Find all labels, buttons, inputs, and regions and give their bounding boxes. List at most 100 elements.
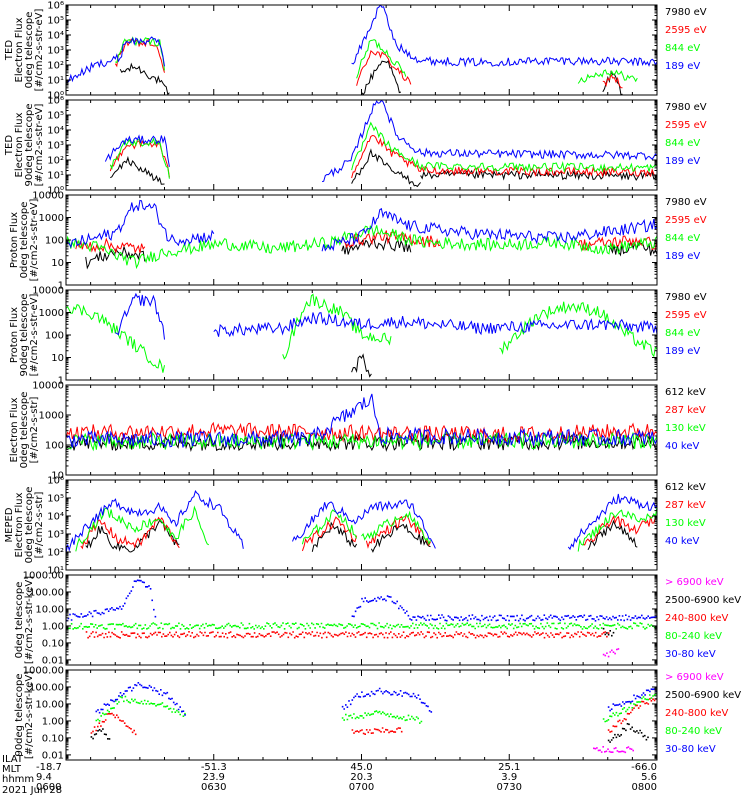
series-4-seg-2 — [321, 100, 657, 183]
legend-entry: 7980 eV — [665, 292, 707, 303]
series-1-seg-1 — [85, 518, 180, 553]
y-tick-label: 10⁴ — [47, 126, 64, 137]
y-tick-label: 0.10 — [42, 733, 64, 744]
series-3-seg-2 — [301, 509, 358, 545]
y-axis-label: MEPED — [4, 507, 15, 542]
panel-2: 10⁰ 10¹ 10² 10³ 10⁴ 10⁵ 10⁶ TED Electron Flux 90d… — [4, 96, 707, 197]
legend-entry: 130 keV — [665, 423, 706, 434]
series-4-seg-3 — [567, 493, 657, 551]
legend-entry: 189 eV — [665, 346, 700, 357]
y-tick-label: 1 — [58, 281, 64, 292]
panel-frame — [65, 4, 658, 96]
series-2-seg-2 — [607, 723, 649, 743]
date-label: 2021 Jun 28 — [2, 785, 62, 796]
y-tick-label: 0.01 — [42, 750, 64, 761]
y-axis-label: Electron Flux — [14, 17, 25, 82]
y-axis-label: 0deg telescope — [19, 392, 30, 469]
y-tick-label: 100 — [45, 331, 64, 342]
series-4-seg-2 — [351, 5, 657, 68]
y-axis-label: TED — [4, 135, 15, 156]
y-tick-label: 10⁶ — [47, 96, 64, 107]
y-axis-label: 0deg telescope — [24, 487, 35, 564]
y-axis-label: 0deg telescope — [14, 582, 25, 659]
x-tick-label: 9.4 — [36, 772, 52, 783]
y-tick-label: 1.00 — [42, 621, 64, 632]
x-tick-label: 45.0 — [350, 762, 372, 773]
y-tick-label: 10⁰ — [47, 186, 64, 197]
series-1-seg-3 — [602, 70, 623, 95]
y-tick-label: 10⁴ — [47, 31, 64, 42]
y-axis-label: 90deg telescope — [24, 103, 35, 186]
series-3-seg-2 — [351, 121, 657, 174]
series-2-seg-1 — [90, 728, 111, 740]
series-2-seg-4 — [582, 514, 657, 546]
series-1-seg-1 — [119, 62, 170, 95]
x-tick-label: 0600 — [36, 782, 61, 793]
y-tick-label: 10¹ — [47, 76, 64, 87]
y-axis-label: Electron Flux — [14, 492, 25, 557]
legend-entry: 2595 eV — [665, 310, 707, 321]
y-axis-label: Proton Flux — [9, 307, 20, 363]
series-2-seg-1 — [66, 421, 657, 444]
series-3-seg-1 — [66, 225, 657, 270]
series-group — [66, 292, 657, 378]
y-tick-label: 10 — [51, 353, 64, 364]
y-tick-label: 1000 — [39, 213, 64, 224]
y-axis-label: [#/cm2-s-str] — [29, 396, 40, 463]
series-1-seg-1 — [593, 746, 634, 754]
y-axis-label: [#/cm2-s-str] — [34, 491, 45, 558]
x-tick-label: -18.7 — [36, 762, 62, 773]
x-tick-label: 0730 — [497, 782, 522, 793]
x-tick-label: 0700 — [349, 782, 374, 793]
series-1-seg-1 — [351, 353, 372, 378]
series-group — [66, 5, 657, 95]
series-2-seg-1 — [80, 516, 180, 550]
legend-entry: 30-80 keV — [665, 744, 716, 755]
series-4-seg-1 — [66, 199, 215, 249]
legend-entry: 612 keV — [665, 482, 706, 493]
panel-3: 1 10 100 1000 10000 Proton Flux 0deg telescope… — [9, 191, 707, 292]
y-tick-label: 1000 — [39, 411, 64, 422]
series-group — [66, 393, 657, 452]
y-tick-label: 10³ — [47, 46, 64, 57]
y-tick-label: 0.10 — [42, 638, 64, 649]
series-5-seg-1 — [95, 682, 186, 716]
series-3-seg-3 — [577, 69, 638, 84]
legend-entry: > 6900 keV — [665, 577, 724, 588]
x-tick-label: -51.3 — [201, 762, 227, 773]
series-3-seg-1 — [66, 304, 165, 373]
x-tick-label: 0630 — [201, 782, 226, 793]
y-tick-label: 10² — [47, 548, 64, 559]
legend-entry: 7980 eV — [665, 7, 707, 18]
series-4-seg-1 — [104, 134, 170, 167]
y-tick-label: 10000 — [32, 191, 64, 202]
series-3-seg-2 — [356, 39, 407, 79]
legend-entry: 7980 eV — [665, 197, 707, 208]
y-tick-label: 10⁶ — [47, 476, 64, 487]
y-tick-label: 10⁰ — [47, 91, 64, 102]
panel-frame — [65, 574, 658, 666]
legend-entry: 80-240 keV — [665, 726, 722, 737]
y-axis-label: [#/cm2-s-str-eV] — [29, 199, 40, 282]
y-axis-label: 0deg telescope — [24, 12, 35, 89]
y-axis-label: Proton Flux — [9, 212, 20, 268]
series-2-seg-1 — [602, 627, 615, 637]
legend-entry: 2595 eV — [665, 25, 707, 36]
series-4-seg-3 — [602, 691, 657, 723]
series-4-seg-2 — [213, 312, 657, 338]
y-tick-label: 10³ — [47, 530, 64, 541]
panel-frame — [65, 669, 658, 761]
y-axis-label: TED — [4, 40, 15, 61]
y-tick-label: 1 — [58, 376, 64, 387]
series-4-seg-2 — [321, 207, 657, 252]
series-2-seg-2 — [351, 134, 657, 179]
series-4-seg-2 — [292, 499, 436, 549]
y-tick-label: 10² — [47, 61, 64, 72]
series-1-seg-1 — [602, 648, 620, 658]
y-tick-label: 10⁵ — [47, 16, 64, 27]
series-5-seg-2 — [351, 595, 657, 622]
series-3-seg-1 — [115, 36, 165, 71]
series-4-seg-1 — [115, 292, 165, 340]
legend-entry: 844 eV — [665, 328, 700, 339]
